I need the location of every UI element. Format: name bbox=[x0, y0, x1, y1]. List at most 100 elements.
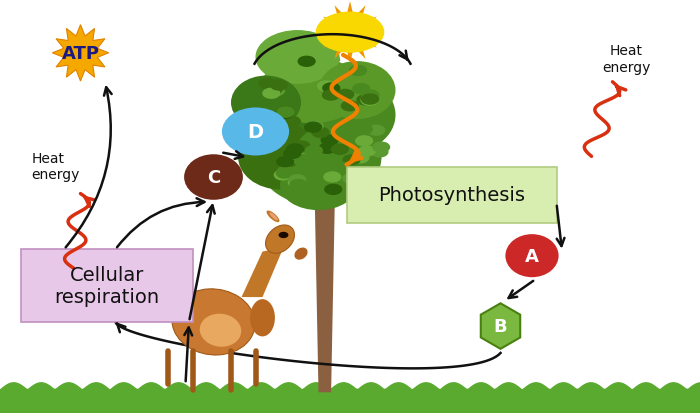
Circle shape bbox=[349, 66, 366, 76]
Circle shape bbox=[371, 147, 388, 157]
Ellipse shape bbox=[146, 305, 155, 315]
Ellipse shape bbox=[259, 58, 364, 124]
Circle shape bbox=[276, 157, 293, 167]
Circle shape bbox=[318, 144, 335, 154]
Circle shape bbox=[337, 90, 354, 100]
Polygon shape bbox=[347, 53, 353, 64]
Circle shape bbox=[302, 180, 319, 190]
Circle shape bbox=[290, 180, 307, 190]
Text: B: B bbox=[494, 317, 508, 335]
Ellipse shape bbox=[222, 108, 289, 156]
Circle shape bbox=[353, 85, 370, 95]
Circle shape bbox=[292, 154, 309, 164]
Circle shape bbox=[343, 174, 360, 184]
Circle shape bbox=[259, 79, 276, 89]
Ellipse shape bbox=[505, 235, 559, 278]
Circle shape bbox=[356, 125, 372, 135]
Circle shape bbox=[318, 82, 335, 92]
Ellipse shape bbox=[172, 289, 255, 355]
Circle shape bbox=[323, 84, 339, 94]
Polygon shape bbox=[358, 6, 365, 17]
Polygon shape bbox=[358, 49, 365, 60]
Circle shape bbox=[266, 124, 283, 134]
Circle shape bbox=[276, 109, 293, 119]
Text: ATP: ATP bbox=[62, 45, 99, 63]
Circle shape bbox=[368, 126, 385, 136]
Circle shape bbox=[337, 96, 354, 106]
Circle shape bbox=[294, 155, 311, 165]
Circle shape bbox=[284, 117, 300, 127]
Ellipse shape bbox=[267, 211, 279, 223]
Ellipse shape bbox=[295, 248, 307, 260]
Circle shape bbox=[277, 108, 294, 118]
Circle shape bbox=[321, 136, 338, 146]
Polygon shape bbox=[323, 17, 335, 26]
Circle shape bbox=[324, 173, 341, 183]
Text: A: A bbox=[525, 247, 539, 265]
Circle shape bbox=[357, 96, 374, 106]
Circle shape bbox=[307, 121, 323, 131]
Circle shape bbox=[289, 176, 306, 185]
Circle shape bbox=[274, 171, 291, 180]
Circle shape bbox=[276, 169, 293, 178]
Text: C: C bbox=[207, 169, 220, 187]
Ellipse shape bbox=[250, 299, 275, 337]
Circle shape bbox=[265, 85, 282, 95]
Circle shape bbox=[279, 233, 288, 238]
Circle shape bbox=[257, 140, 274, 150]
Circle shape bbox=[323, 91, 339, 101]
Circle shape bbox=[277, 167, 294, 177]
Polygon shape bbox=[335, 49, 342, 60]
Circle shape bbox=[331, 145, 348, 155]
Polygon shape bbox=[347, 2, 353, 13]
Ellipse shape bbox=[184, 155, 243, 200]
Ellipse shape bbox=[265, 225, 295, 254]
FancyBboxPatch shape bbox=[346, 167, 556, 223]
Circle shape bbox=[263, 89, 280, 99]
FancyBboxPatch shape bbox=[21, 250, 193, 322]
Circle shape bbox=[323, 55, 339, 65]
Polygon shape bbox=[319, 30, 330, 36]
Circle shape bbox=[343, 155, 360, 165]
Circle shape bbox=[352, 154, 369, 164]
Circle shape bbox=[293, 142, 310, 152]
Polygon shape bbox=[365, 40, 377, 48]
Circle shape bbox=[298, 57, 315, 67]
Ellipse shape bbox=[199, 314, 241, 347]
Ellipse shape bbox=[270, 213, 278, 221]
Text: Photosynthesis: Photosynthesis bbox=[378, 186, 525, 204]
Circle shape bbox=[305, 146, 322, 156]
Circle shape bbox=[304, 123, 321, 133]
Polygon shape bbox=[241, 248, 284, 297]
Ellipse shape bbox=[280, 161, 357, 211]
Polygon shape bbox=[335, 6, 342, 17]
Text: Heat
energy: Heat energy bbox=[602, 44, 651, 74]
Text: Cellular
respiration: Cellular respiration bbox=[54, 266, 160, 306]
Circle shape bbox=[335, 163, 351, 173]
Circle shape bbox=[262, 123, 279, 133]
Polygon shape bbox=[315, 198, 335, 392]
Text: Heat
energy: Heat energy bbox=[32, 152, 80, 182]
Text: D: D bbox=[247, 123, 264, 142]
Polygon shape bbox=[52, 26, 108, 82]
Circle shape bbox=[372, 143, 389, 153]
Circle shape bbox=[347, 174, 364, 184]
Circle shape bbox=[267, 86, 284, 96]
Circle shape bbox=[288, 178, 305, 188]
Ellipse shape bbox=[231, 76, 301, 130]
Circle shape bbox=[356, 137, 372, 147]
Circle shape bbox=[362, 95, 379, 105]
Polygon shape bbox=[323, 40, 335, 48]
Circle shape bbox=[296, 183, 313, 193]
Circle shape bbox=[287, 145, 304, 154]
Polygon shape bbox=[370, 30, 381, 36]
Circle shape bbox=[361, 96, 378, 106]
Circle shape bbox=[312, 128, 329, 138]
Circle shape bbox=[325, 185, 342, 195]
Ellipse shape bbox=[304, 78, 395, 153]
Polygon shape bbox=[365, 17, 377, 26]
Ellipse shape bbox=[256, 107, 382, 206]
Circle shape bbox=[284, 149, 301, 159]
Polygon shape bbox=[481, 304, 520, 349]
Ellipse shape bbox=[238, 87, 336, 161]
